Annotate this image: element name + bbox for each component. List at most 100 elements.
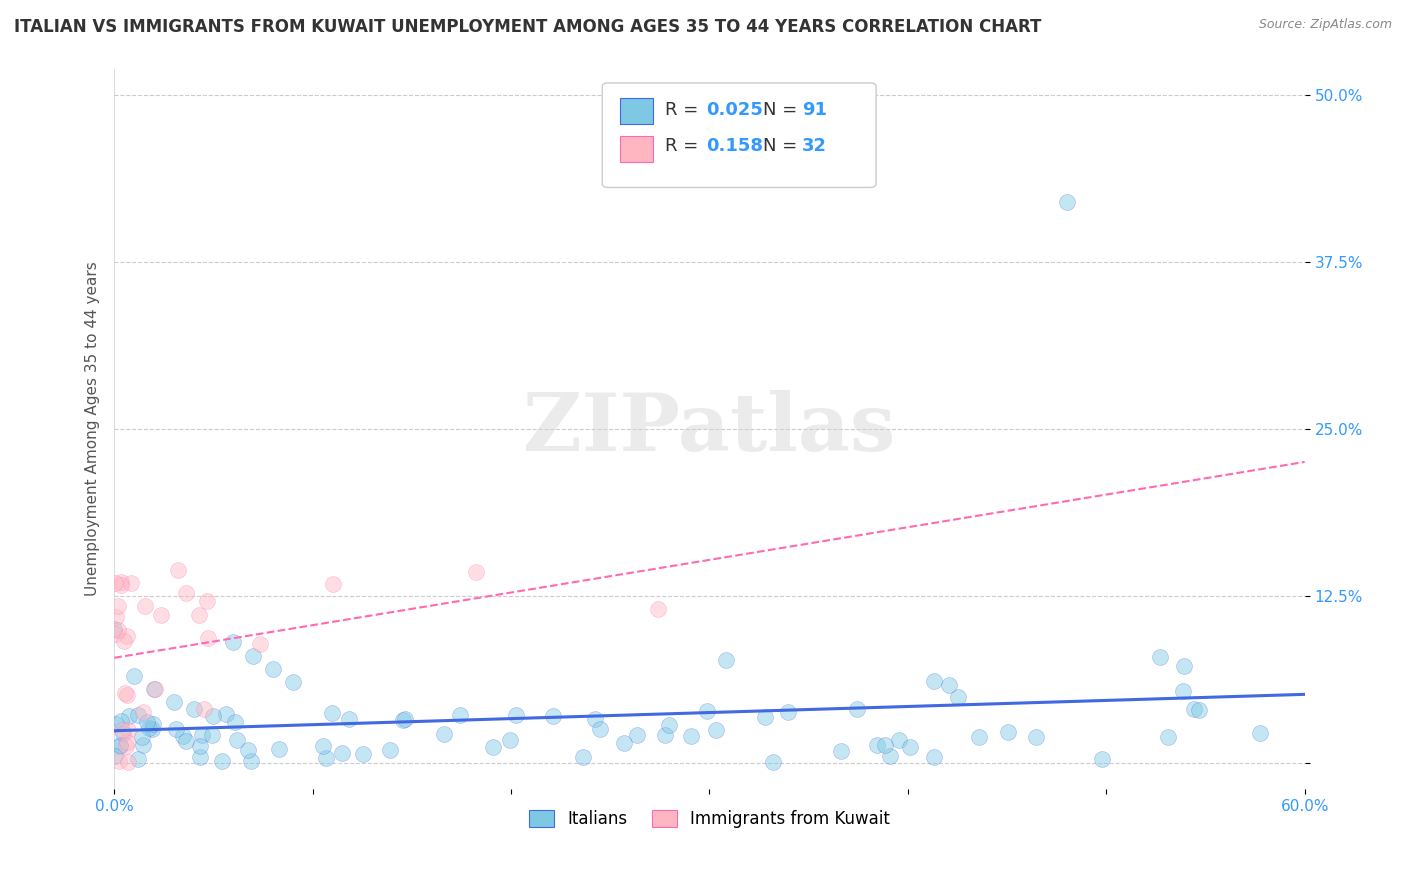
Point <box>110 714 132 729</box>
Point <box>197 594 219 608</box>
Point <box>201 728 224 742</box>
Point <box>222 635 245 649</box>
Point <box>110 578 132 592</box>
Point <box>1149 650 1171 665</box>
Point <box>754 709 776 723</box>
Point <box>830 744 852 758</box>
Point <box>352 747 374 761</box>
Legend: Italians, Immigrants from Kuwait: Italians, Immigrants from Kuwait <box>522 804 897 835</box>
Point <box>107 623 129 637</box>
Point <box>322 576 344 591</box>
Point <box>967 730 990 744</box>
Point <box>143 681 166 696</box>
Point <box>187 608 209 623</box>
Text: 0.158: 0.158 <box>706 137 763 155</box>
Point <box>647 602 669 616</box>
Point <box>262 662 284 676</box>
Text: 91: 91 <box>803 101 827 119</box>
Point <box>449 707 471 722</box>
Point <box>337 713 360 727</box>
Point <box>224 715 246 730</box>
Point <box>433 727 456 741</box>
Point <box>236 743 259 757</box>
Point <box>131 731 153 745</box>
Point <box>132 738 155 752</box>
Point <box>583 712 606 726</box>
Point <box>267 742 290 756</box>
Point <box>174 733 197 747</box>
Point <box>115 735 138 749</box>
Text: 32: 32 <box>803 137 827 155</box>
Point <box>281 675 304 690</box>
Point <box>118 709 141 723</box>
FancyBboxPatch shape <box>602 83 876 187</box>
Point <box>392 713 415 727</box>
Point <box>176 586 198 600</box>
Point <box>865 738 887 752</box>
Point <box>188 749 211 764</box>
Point <box>541 709 564 723</box>
Point <box>1056 194 1078 209</box>
Point <box>110 575 132 590</box>
Point <box>215 707 238 722</box>
Text: N =: N = <box>763 101 803 119</box>
Point <box>946 690 969 705</box>
Point <box>315 751 337 765</box>
Point <box>626 728 648 742</box>
Point <box>104 610 127 624</box>
Point <box>657 718 679 732</box>
Point <box>1173 658 1195 673</box>
Point <box>115 688 138 702</box>
Point <box>714 653 737 667</box>
Point <box>163 696 186 710</box>
Point <box>142 717 165 731</box>
Point <box>1188 703 1211 717</box>
Point <box>1091 751 1114 765</box>
Point <box>112 634 135 648</box>
Point <box>613 736 636 750</box>
Point <box>898 740 921 755</box>
FancyBboxPatch shape <box>620 136 654 162</box>
Point <box>183 702 205 716</box>
Point <box>104 627 127 641</box>
Point <box>167 563 190 577</box>
Point <box>150 607 173 622</box>
Point <box>922 674 945 689</box>
Point <box>1173 683 1195 698</box>
Point <box>127 752 149 766</box>
Point <box>879 749 901 764</box>
Point <box>141 723 163 737</box>
Point <box>924 750 946 764</box>
Point <box>378 743 401 757</box>
Point <box>191 728 214 742</box>
Point <box>211 754 233 768</box>
Point <box>122 669 145 683</box>
Point <box>138 722 160 736</box>
Point <box>887 733 910 747</box>
Point <box>394 712 416 726</box>
Point <box>110 739 132 753</box>
Point <box>778 705 800 719</box>
Point <box>499 732 522 747</box>
Text: R =: R = <box>665 101 704 119</box>
Point <box>1025 730 1047 744</box>
Y-axis label: Unemployment Among Ages 35 to 44 years: Unemployment Among Ages 35 to 44 years <box>86 261 100 596</box>
Text: Source: ZipAtlas.com: Source: ZipAtlas.com <box>1258 18 1392 31</box>
Text: 0.025: 0.025 <box>706 101 762 119</box>
Point <box>110 738 132 752</box>
Point <box>111 725 134 739</box>
Point <box>1157 730 1180 744</box>
Point <box>873 739 896 753</box>
Point <box>103 575 125 590</box>
Point <box>115 739 138 753</box>
Point <box>132 705 155 719</box>
Point <box>165 722 187 736</box>
Point <box>197 631 219 645</box>
Point <box>1182 702 1205 716</box>
Point <box>127 708 149 723</box>
FancyBboxPatch shape <box>620 98 654 124</box>
Point <box>997 725 1019 739</box>
Point <box>114 685 136 699</box>
Point <box>172 729 194 743</box>
Point <box>104 749 127 764</box>
